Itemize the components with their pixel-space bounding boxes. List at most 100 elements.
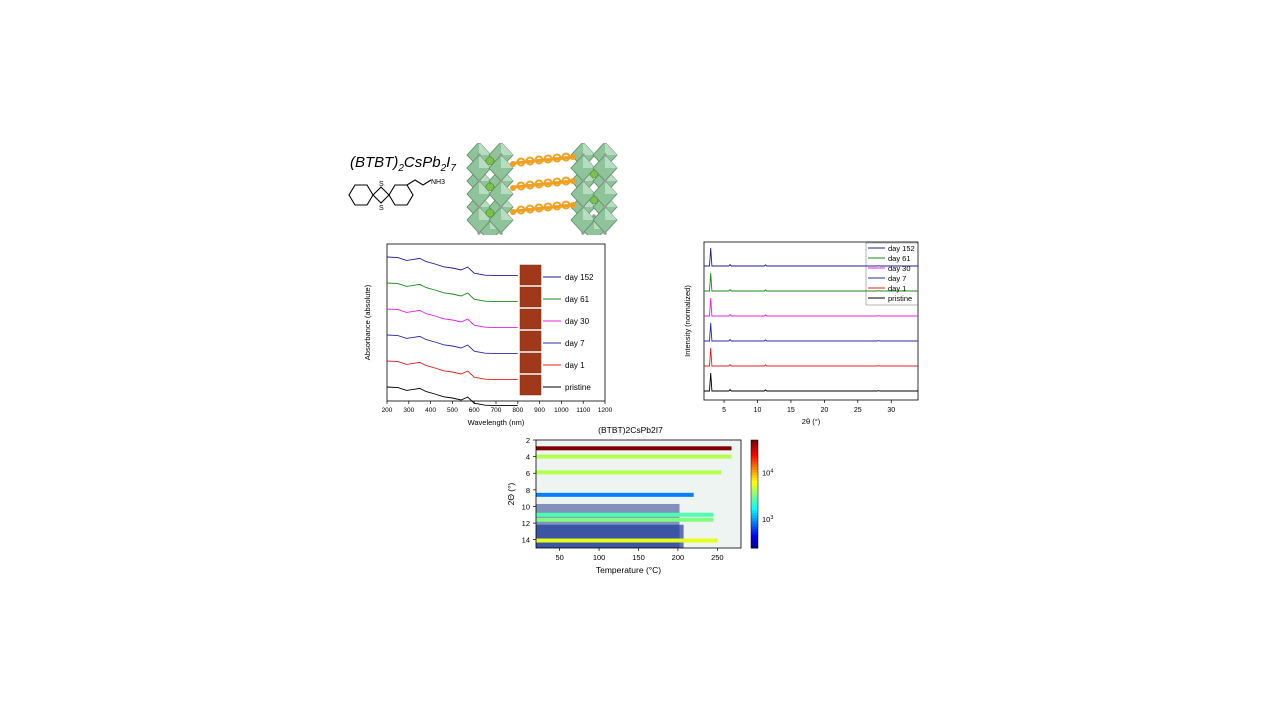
iodide-atom bbox=[499, 179, 503, 183]
colorbar-frame bbox=[750, 439, 759, 549]
legend-label: day 1 bbox=[888, 284, 906, 293]
series-line bbox=[386, 334, 518, 355]
x-tick-label: 100 bbox=[593, 553, 606, 562]
colorbar-exponent: 3 bbox=[770, 515, 773, 521]
colorbar-segment bbox=[751, 539, 758, 544]
sample-photo bbox=[519, 308, 542, 330]
colorbar-segment bbox=[751, 499, 758, 503]
colorbar-segment bbox=[751, 477, 758, 481]
octahedron-face bbox=[583, 207, 595, 220]
x-tick-label: 10 bbox=[754, 407, 762, 414]
organic-ring bbox=[552, 177, 562, 187]
organic-ring bbox=[534, 203, 544, 213]
series-line bbox=[704, 297, 918, 317]
y-tick-label: 12 bbox=[522, 519, 530, 528]
colorbar-segment bbox=[751, 504, 758, 508]
series-line bbox=[386, 256, 518, 277]
colorbar-label: 104 bbox=[762, 469, 773, 478]
svg-text:S: S bbox=[379, 205, 384, 212]
x-axis-label: 2θ (°) bbox=[802, 417, 821, 426]
colorbar-segment bbox=[751, 502, 758, 506]
organic-ring bbox=[525, 204, 535, 214]
x-tick-label: 1000 bbox=[554, 407, 569, 414]
crystal-structure-image bbox=[466, 143, 618, 235]
organic-ring bbox=[516, 157, 526, 167]
octahedron-face bbox=[583, 155, 595, 168]
svg-text:S: S bbox=[379, 181, 384, 188]
colorbar-segment bbox=[751, 458, 758, 463]
x-tick-label: 200 bbox=[382, 407, 393, 414]
series-line bbox=[386, 308, 518, 329]
series-line bbox=[704, 347, 918, 367]
octahedron-face bbox=[583, 143, 595, 155]
colorbar-segment bbox=[751, 445, 758, 449]
colorbar-exponent: 4 bbox=[770, 469, 773, 475]
organic-ring bbox=[543, 202, 553, 212]
heatmap-band bbox=[536, 512, 714, 517]
y-axis-label: Absorbance (absolute) bbox=[363, 284, 372, 360]
colorbar-segment bbox=[751, 485, 758, 490]
colorbar-segment bbox=[751, 461, 758, 465]
ammonium-group bbox=[510, 161, 516, 167]
heatmap-band bbox=[536, 470, 722, 475]
x-tick-label: 5 bbox=[722, 407, 726, 414]
colorbar-segment bbox=[751, 488, 758, 492]
cesium-atom bbox=[485, 156, 495, 166]
compound-formula: (BTBT)2CsPb2I7 bbox=[350, 154, 456, 174]
ammonium-group bbox=[510, 185, 516, 191]
colorbar-segment bbox=[751, 480, 758, 484]
octahedron-face bbox=[605, 155, 617, 168]
y-axis-label: Intensity (normalized) bbox=[683, 285, 692, 357]
octahedron-face bbox=[501, 207, 513, 220]
legend-label: day 30 bbox=[565, 317, 590, 326]
colorbar-segment bbox=[751, 494, 758, 498]
x-tick-label: 250 bbox=[711, 553, 724, 562]
iodide-atom bbox=[499, 205, 503, 209]
iodide-atom bbox=[603, 143, 607, 144]
series-line bbox=[704, 372, 918, 392]
organic-ring bbox=[552, 153, 562, 163]
series-line bbox=[704, 272, 918, 292]
sample-photo bbox=[519, 352, 542, 374]
iodide-atom bbox=[499, 231, 503, 235]
y-tick-label: 6 bbox=[526, 469, 530, 478]
colorbar-segment bbox=[751, 483, 758, 487]
x-tick-label: 400 bbox=[425, 407, 436, 414]
iodide-atom bbox=[477, 143, 481, 144]
organic-ring bbox=[561, 176, 571, 186]
x-tick-label: 700 bbox=[491, 407, 502, 414]
iodide-atom bbox=[581, 179, 585, 183]
colorbar-segment bbox=[751, 475, 758, 479]
series-line bbox=[704, 247, 918, 267]
colorbar-segment bbox=[751, 523, 758, 527]
colorbar-segment bbox=[751, 472, 758, 476]
colorbar-segment bbox=[751, 450, 758, 454]
plot-frame bbox=[703, 241, 919, 401]
iodide-atom bbox=[477, 231, 481, 235]
organic-ring bbox=[525, 180, 535, 190]
x-tick-label: 200 bbox=[672, 553, 685, 562]
x-axis-label: Wavelength (nm) bbox=[468, 418, 525, 427]
legend-label: pristine bbox=[888, 294, 912, 303]
sample-photo bbox=[519, 286, 542, 308]
legend-label: day 152 bbox=[565, 273, 594, 282]
heatmap-band bbox=[536, 517, 714, 522]
legend-label: day 7 bbox=[565, 339, 585, 348]
colorbar-segment bbox=[751, 534, 758, 538]
x-tick-label: 900 bbox=[534, 407, 545, 414]
colorbar-segment bbox=[751, 442, 758, 446]
iodide-atom bbox=[581, 153, 585, 157]
organic-ring bbox=[516, 205, 526, 215]
colorbar-segment bbox=[751, 467, 758, 471]
heatmap-region bbox=[536, 524, 684, 548]
colorbar-segment bbox=[751, 537, 758, 541]
colorbar-segment bbox=[751, 531, 758, 535]
organic-ring bbox=[543, 178, 553, 188]
colorbar-segment bbox=[751, 453, 758, 457]
series-line bbox=[386, 386, 518, 407]
colorbar-segment bbox=[751, 448, 758, 452]
colorbar-segment bbox=[751, 496, 758, 500]
iodide-atom bbox=[499, 143, 503, 144]
legend-label: day 30 bbox=[888, 264, 911, 273]
colorbar-segment bbox=[751, 515, 758, 519]
